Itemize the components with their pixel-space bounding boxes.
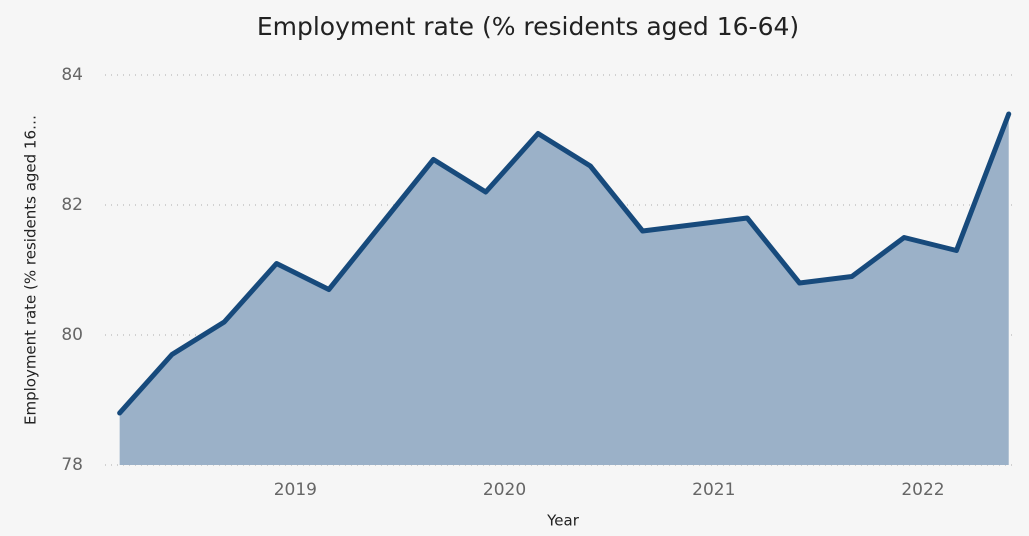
x-tick-label: 2020 xyxy=(483,480,526,500)
x-axis-label: Year xyxy=(546,512,580,530)
x-tick-label: 2022 xyxy=(901,480,944,500)
y-axis-label: Employment rate (% residents aged 16… xyxy=(22,115,40,425)
x-tick-label: 2021 xyxy=(692,480,735,500)
y-tick-label: 84 xyxy=(61,65,83,85)
y-tick-label: 80 xyxy=(61,325,83,345)
area xyxy=(119,114,1009,465)
x-tick-label: 2019 xyxy=(274,480,317,500)
y-tick-label: 78 xyxy=(61,455,83,475)
line xyxy=(117,111,1012,416)
chart-title: Employment rate (% residents aged 16-64) xyxy=(257,12,799,41)
y-tick-label: 82 xyxy=(61,195,83,215)
